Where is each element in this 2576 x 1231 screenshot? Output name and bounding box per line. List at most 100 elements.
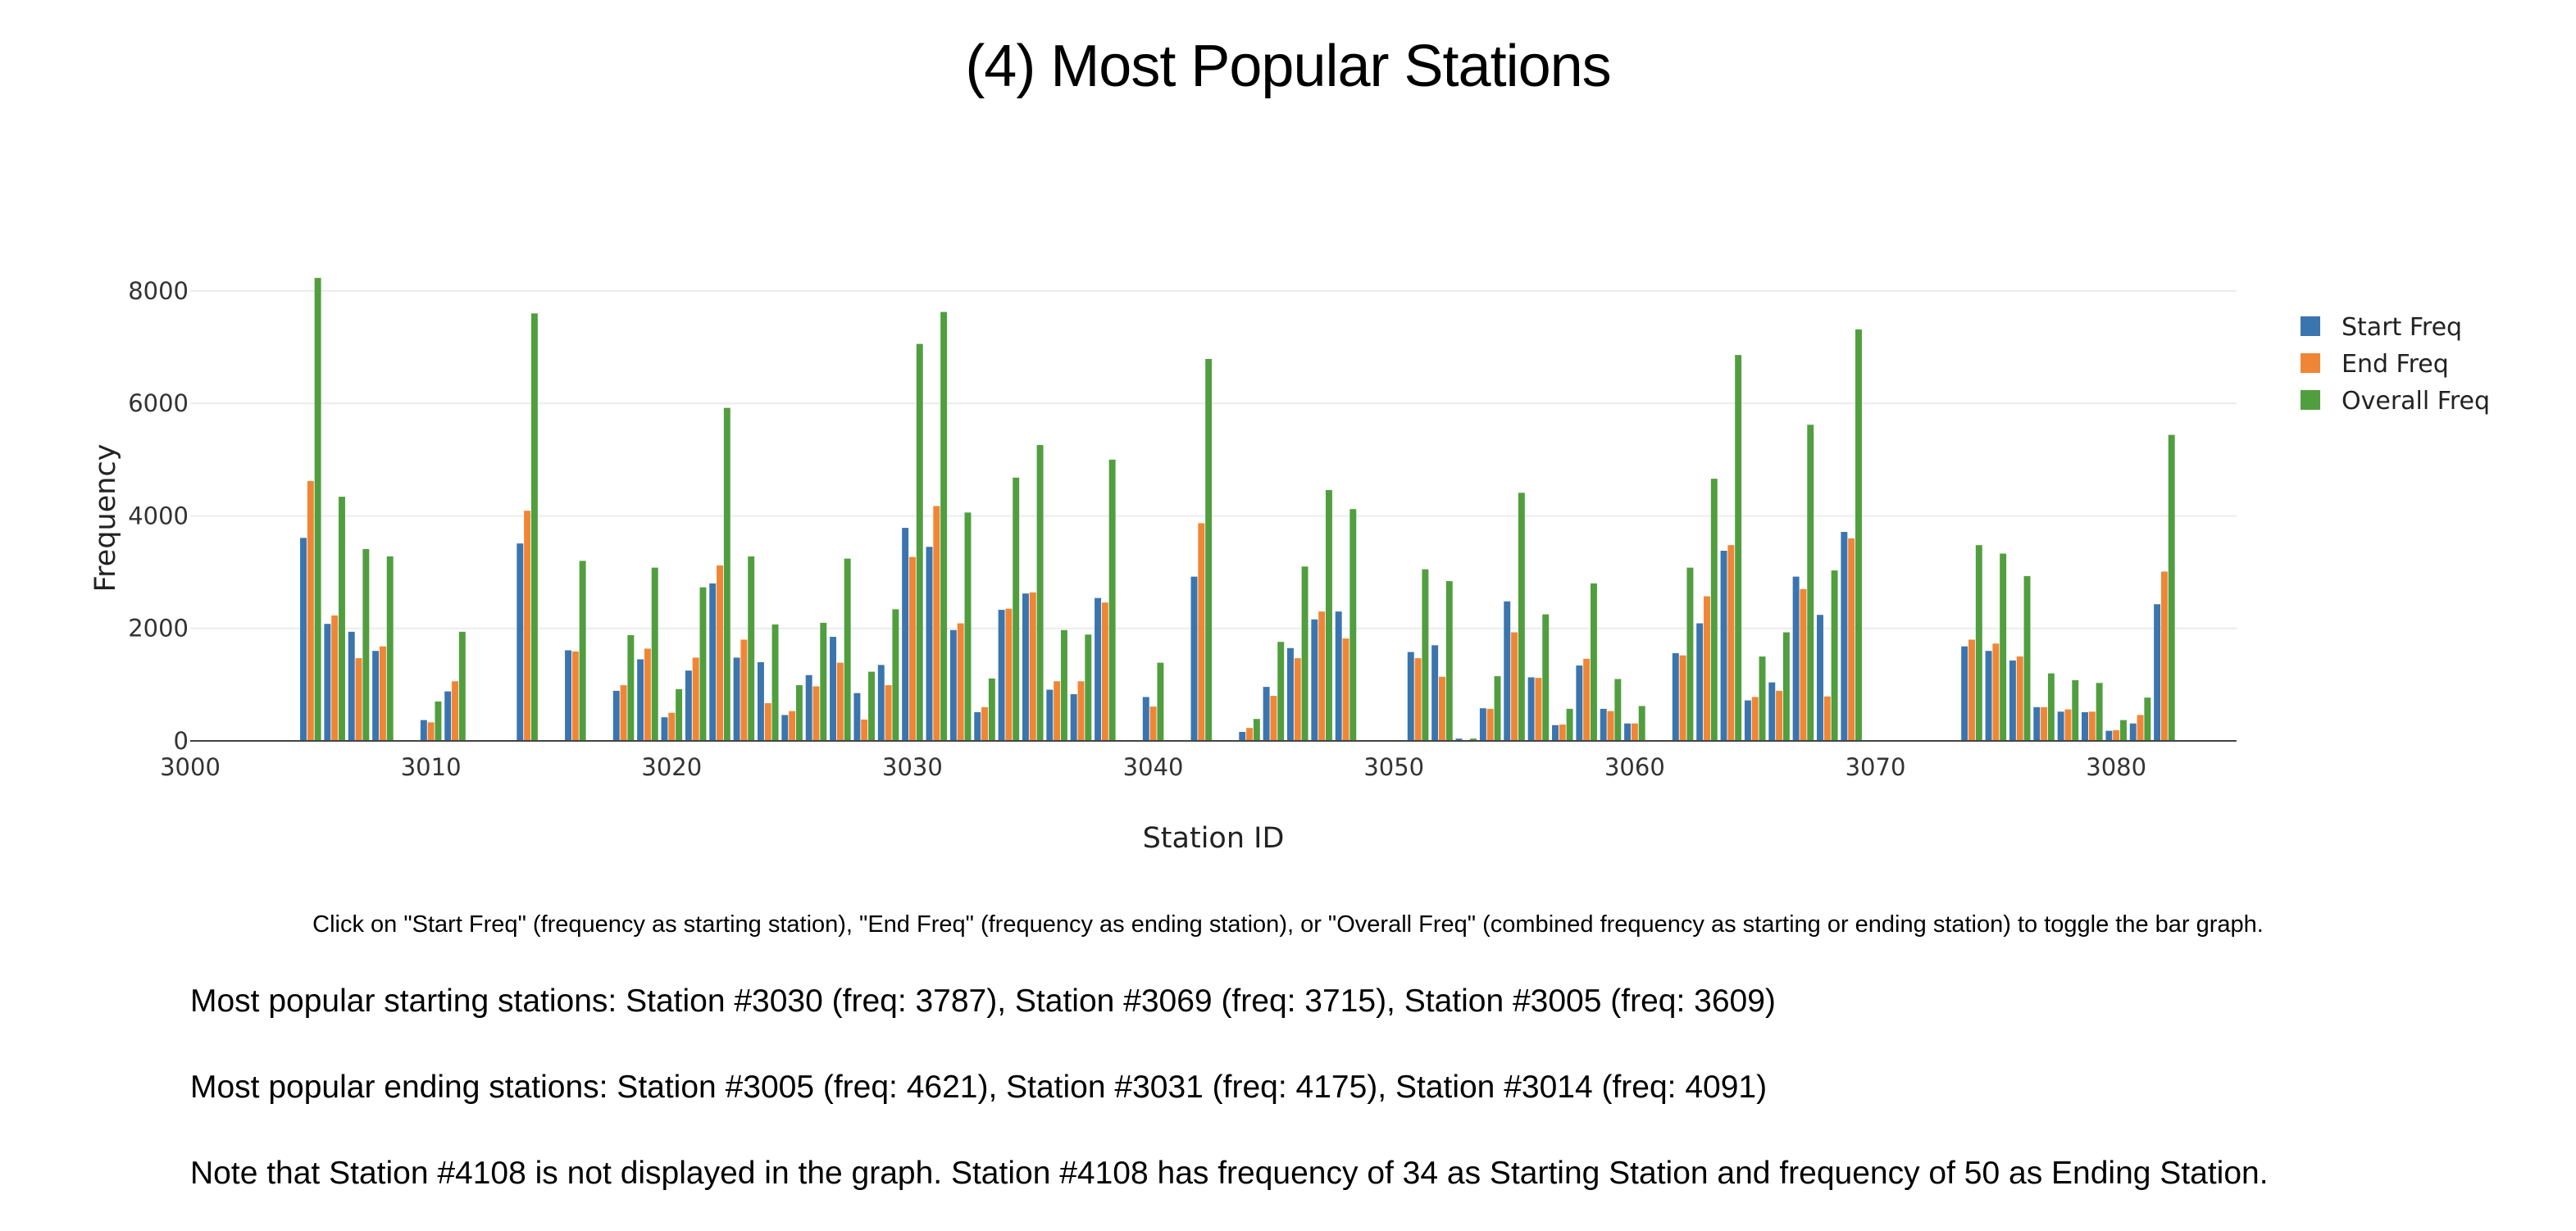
bar [1744,700,1751,741]
bar [1439,676,1445,741]
bar [836,662,844,741]
bar [771,624,779,741]
bar [1679,655,1686,741]
bar [1992,643,2000,741]
bar [1342,638,1349,741]
bar [2137,715,2144,741]
bar [892,609,899,741]
bar [307,480,314,741]
bar [444,691,452,741]
bar [314,278,321,741]
bar [435,701,442,741]
y-axis-title: Frequency [89,444,122,593]
bar [885,685,892,741]
y-tick-label: 6000 [128,389,189,417]
bar [1494,676,1501,741]
bar [1552,725,1559,741]
legend-item-start-freq[interactable]: Start Freq [2301,313,2462,342]
legend-swatch [2301,316,2320,336]
bar [1792,576,1800,741]
y-tick-label: 4000 [128,502,189,529]
bar [812,686,820,741]
bar [1422,569,1429,741]
bar [1511,632,1518,741]
legend-item-end-freq[interactable]: End Freq [2301,350,2449,379]
bar [709,583,717,741]
bar [2168,434,2175,741]
bar [830,637,837,741]
bar [868,671,875,741]
bar [789,711,796,741]
bar [1470,738,1477,741]
bar [1205,358,1213,741]
bar [1985,651,1992,741]
bar [2033,706,2041,741]
legend-label: Start Freq [2342,313,2462,342]
bar-chart: 0 2000 4000 6000 8000 3000 3010 3020 3030 3040 305… [89,277,2490,855]
bar [1455,738,1463,741]
bar [458,631,466,741]
bar [949,629,957,741]
bar [661,717,668,741]
station-note: Note that Station #4108 is not displayed… [190,1156,2269,1191]
bar [820,622,827,741]
bar [644,648,651,741]
bar [733,657,740,741]
bar [2016,656,2023,741]
bar [2023,575,2031,741]
bar [1149,706,1157,741]
bar [2105,730,2113,741]
bar [964,512,972,741]
bar [579,561,586,741]
bar [1013,477,1020,741]
bar [2082,711,2088,741]
bar [1672,652,1679,741]
bar [1686,567,1694,741]
bar [1294,658,1301,741]
bar [1349,509,1357,741]
bar [916,343,923,741]
bar [2000,553,2007,741]
bar [844,558,851,741]
y-tick-label: 0 [174,727,189,755]
bar [1614,679,1622,741]
bar [372,651,380,741]
series-end-freq [307,480,2168,741]
bar [2072,679,2079,741]
y-tick-label: 8000 [128,277,189,305]
bar [651,567,658,741]
popular-start-summary: Most popular starting stations: Station … [190,983,1776,1019]
bar [524,511,531,741]
bar [2009,660,2016,741]
bar [1590,583,1597,741]
bar [1782,632,1790,741]
bar [565,650,571,741]
bar [1054,681,1061,741]
bar [1961,646,1968,741]
bar [620,685,627,741]
bar [1841,532,1848,741]
bar [1823,696,1831,741]
bar [1070,694,1077,741]
bar [1077,681,1085,741]
bar [1768,682,1776,741]
legend: Start Freq End Freq Overall Freq [2301,313,2490,416]
bar [2160,571,2168,741]
bar [2129,723,2137,741]
bar [1253,719,1260,741]
x-tick-label: 3050 [1363,753,1424,781]
bar [668,712,676,741]
bar [348,631,355,741]
bar [2120,720,2127,741]
bar [1108,459,1116,741]
bar [1776,690,1783,741]
bar [853,693,861,741]
bar [1022,593,1029,741]
legend-item-overall-freq[interactable]: Overall Freq [2301,387,2490,416]
bar [1005,608,1013,741]
bar [1727,545,1735,741]
bar [1270,696,1277,741]
bar [2096,683,2103,741]
bar [1431,645,1439,741]
bar [1445,581,1453,741]
